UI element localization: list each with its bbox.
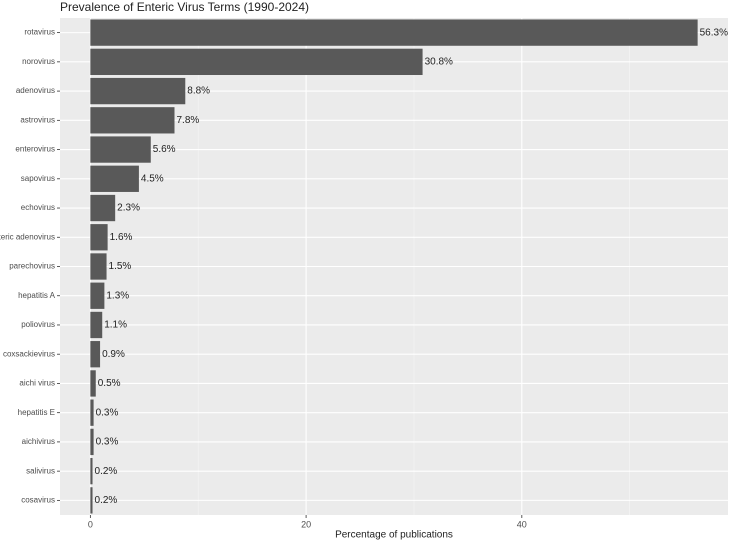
y-tick-label: coxsackievirus — [3, 349, 55, 358]
y-tick-label: cosavirus — [21, 495, 55, 504]
y-tick-label: hepatitis E — [18, 408, 55, 417]
y-tick-label: poliovirus — [21, 320, 55, 329]
x-tick-label: 20 — [301, 519, 311, 529]
bar — [90, 253, 107, 280]
value-label: 7.8% — [176, 115, 199, 126]
marks: rotavirus 56.3% norovirus 30.8% adenovirus 8.… — [0, 19, 728, 514]
bar — [90, 282, 105, 309]
bar — [90, 48, 423, 76]
bar — [90, 224, 108, 251]
y-tick-label: norovirus — [22, 57, 55, 66]
y-tick-label: echovirus — [21, 203, 55, 212]
bar — [90, 428, 94, 456]
value-label: 30.8% — [425, 56, 453, 67]
value-label: 2.3% — [117, 203, 140, 214]
value-label: 0.2% — [95, 495, 118, 506]
y-tick-label: sapovirus — [21, 174, 55, 183]
bar — [90, 194, 116, 222]
bar — [90, 487, 93, 514]
bar — [90, 370, 96, 397]
value-label: 0.3% — [96, 407, 119, 418]
y-tick-label: enterovirus — [15, 145, 55, 154]
bar — [90, 311, 103, 339]
value-label: 4.5% — [141, 173, 164, 184]
value-label: 1.3% — [106, 290, 129, 301]
y-tick-label: aichi virus — [19, 379, 55, 388]
bar — [90, 399, 94, 426]
bar — [90, 165, 139, 192]
value-label: 56.3% — [700, 27, 728, 38]
y-tick-label: aichivirus — [22, 437, 55, 446]
value-label: 1.6% — [110, 232, 133, 243]
bar — [90, 341, 101, 368]
x-axis-title: Percentage of publications — [335, 530, 453, 541]
y-tick-label: hepatitis A — [18, 291, 56, 300]
bar — [90, 136, 151, 163]
chart-title: Prevalence of Enteric Virus Terms (1990-… — [60, 0, 309, 14]
x-tick-label: 0 — [88, 519, 93, 529]
bar — [90, 19, 698, 46]
value-label: 0.9% — [102, 349, 125, 360]
value-label: 5.6% — [153, 144, 176, 155]
y-tick-label: salivirus — [26, 466, 55, 475]
value-label: 0.5% — [98, 378, 121, 389]
value-label: 0.3% — [96, 437, 119, 448]
bar — [90, 107, 175, 134]
value-label: 1.1% — [104, 320, 127, 331]
x-tick-label: 40 — [517, 519, 527, 529]
y-tick-label: astrovirus — [20, 115, 55, 124]
value-label: 8.8% — [187, 86, 210, 97]
bar — [90, 457, 93, 485]
y-tick-label: adenovirus — [16, 86, 55, 95]
y-tick-label: enteric adenovirus — [0, 232, 55, 241]
y-tick-label: rotavirus — [24, 28, 55, 37]
y-tick-label: parechovirus — [9, 262, 55, 271]
bar — [90, 77, 186, 105]
value-label: 1.5% — [109, 261, 132, 272]
value-label: 0.2% — [95, 466, 118, 477]
